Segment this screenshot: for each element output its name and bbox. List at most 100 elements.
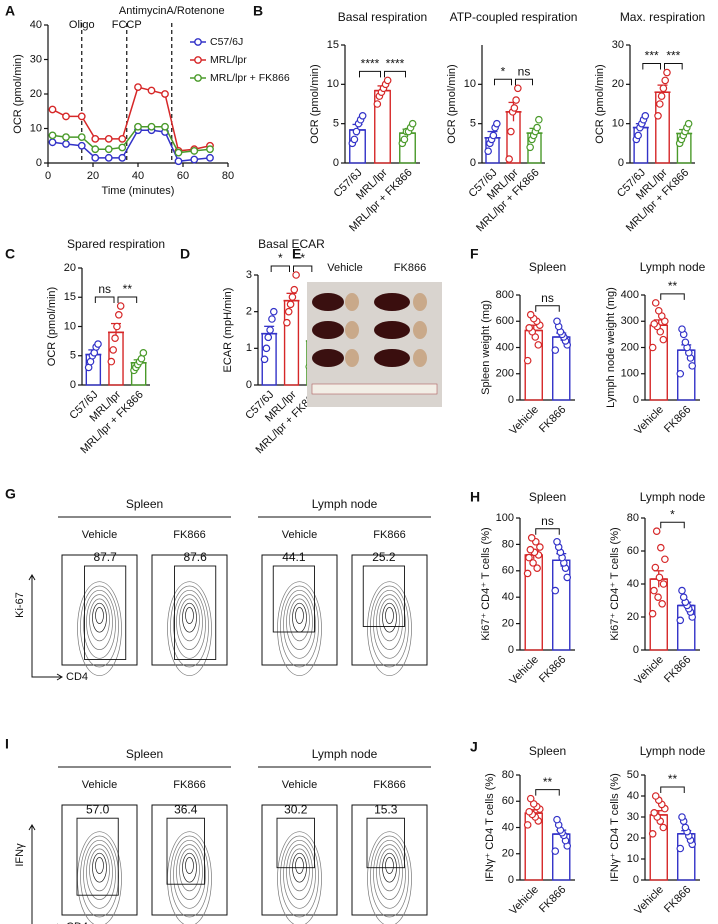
data-point (77, 141, 86, 150)
data-point (657, 92, 666, 100)
y-tick-label: 40 (627, 578, 639, 590)
y-tick-label: 1 (246, 342, 252, 354)
x-tick-label: 0 (45, 170, 51, 182)
data-point (147, 86, 156, 95)
y-tick-label: 100 (496, 512, 514, 524)
data-point (676, 844, 685, 853)
data-point (526, 310, 535, 319)
y-axis-label: OCR (pmol/min) (446, 64, 458, 143)
data-point (648, 343, 657, 352)
legend-marker (194, 74, 202, 82)
significance-label: ns (541, 291, 554, 305)
data-point (563, 573, 572, 582)
chart-title: Lymph node (640, 744, 706, 758)
y-tick-label: 10 (64, 320, 76, 332)
y-tick-label: 40 (502, 821, 514, 833)
data-point (107, 357, 116, 366)
y-tick-label: 400 (496, 341, 514, 353)
significance-bracket (535, 305, 560, 312)
contour (295, 607, 304, 624)
data-point (651, 792, 660, 800)
gate (362, 565, 405, 627)
data-point (383, 76, 392, 85)
y-axis-label: OCR (pmol/min) (46, 287, 58, 366)
data-point (641, 112, 650, 120)
data-point (659, 580, 668, 588)
data-point (523, 821, 532, 829)
data-point (523, 569, 532, 578)
data-point (553, 537, 561, 546)
chart-title: Lymph node (640, 260, 706, 274)
data-point (526, 143, 534, 152)
data-point (269, 307, 278, 316)
panel-letter: G (5, 486, 16, 502)
y-tick-label: 80 (627, 512, 639, 524)
arrow-head (28, 574, 63, 681)
data-point (648, 829, 657, 838)
y-tick-label: 50 (627, 769, 639, 781)
data-point (678, 813, 686, 821)
contour (385, 607, 394, 624)
organ (413, 349, 427, 367)
organ (345, 293, 359, 311)
significance-label: ** (668, 772, 678, 786)
y-tick-label: 40 (30, 19, 42, 31)
data-point (134, 122, 142, 131)
data-point (77, 133, 86, 142)
x-tick-label: 80 (222, 170, 234, 182)
organ (312, 293, 344, 311)
group-label: Lymph node (312, 747, 378, 761)
data-point (656, 543, 665, 552)
data-point (118, 153, 127, 162)
condition-label: FK866 (373, 529, 405, 541)
data-point (505, 155, 513, 163)
organ (374, 321, 410, 339)
y-axis-label: IFNγ⁺ CD4 T cells (%) (609, 773, 621, 882)
y-tick-label: 5 (333, 118, 339, 130)
contour (376, 844, 403, 900)
contour (182, 852, 197, 883)
data-point (91, 153, 100, 162)
flow-plot (351, 804, 428, 916)
data-point (514, 84, 522, 93)
data-point (523, 356, 532, 365)
data-point (104, 145, 113, 154)
data-point (284, 307, 293, 316)
contour (185, 857, 194, 874)
gate-value: 44.1 (282, 550, 306, 564)
contour (367, 581, 412, 677)
significance-label: *** (666, 49, 680, 63)
y-tick-label: 10 (612, 118, 624, 130)
data-point (676, 616, 685, 625)
data-point (62, 133, 70, 142)
data-point (525, 807, 534, 816)
x-tick-label: 20 (87, 170, 99, 182)
condition-label: Vehicle (82, 779, 117, 791)
y-tick-label: 0 (508, 874, 514, 886)
y-tick-label: 20 (502, 618, 514, 630)
chart-title: Lymph node (640, 490, 706, 504)
y-tick-label: 0 (246, 379, 252, 391)
contour (176, 594, 203, 650)
data-point (292, 271, 300, 279)
contour (80, 585, 119, 668)
y-axis-label: ECAR (mpH/min) (222, 288, 234, 373)
y-tick-label: 20 (30, 88, 42, 100)
data-point (350, 135, 359, 144)
condition-label: Vehicle (82, 529, 117, 541)
data-point (678, 586, 686, 595)
flow-y-label: IFNγ (14, 843, 26, 867)
data-point (174, 148, 183, 157)
data-point (678, 325, 686, 333)
data-point (663, 68, 671, 77)
data-point (656, 100, 664, 108)
contour (277, 581, 322, 677)
contour (370, 835, 409, 918)
condition-label: Vehicle (282, 529, 317, 541)
contour (382, 602, 397, 633)
group-label: Spleen (126, 747, 163, 761)
contour (86, 594, 113, 650)
data-point (286, 300, 295, 309)
data-point (190, 147, 199, 155)
y-tick-label: 0 (70, 379, 76, 391)
